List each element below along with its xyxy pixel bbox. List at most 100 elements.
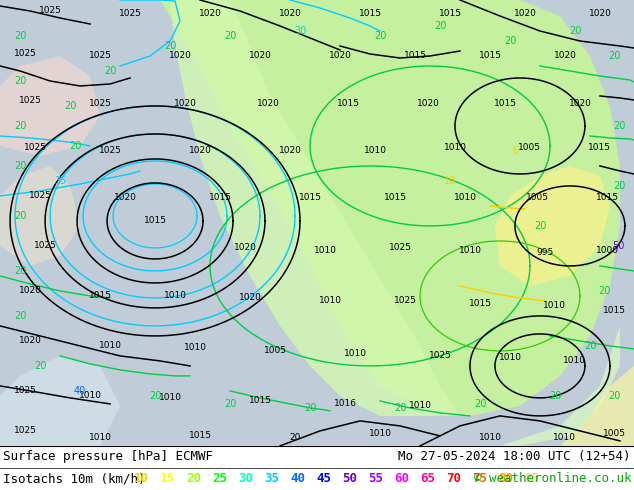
Text: 1015: 1015 (384, 194, 406, 202)
Text: Surface pressure [hPa] ECMWF: Surface pressure [hPa] ECMWF (3, 450, 213, 464)
Text: 1010: 1010 (443, 144, 467, 152)
Text: 20: 20 (64, 101, 76, 111)
Text: 10: 10 (444, 176, 456, 186)
Text: 1010: 1010 (158, 393, 181, 402)
Text: 20: 20 (14, 76, 26, 86)
Text: 20: 20 (609, 391, 621, 401)
Text: 20: 20 (104, 66, 116, 76)
Text: 1020: 1020 (553, 51, 576, 60)
Text: 20: 20 (534, 221, 546, 231)
Text: 1020: 1020 (238, 294, 261, 302)
Text: 1015: 1015 (358, 9, 382, 19)
Text: 1000: 1000 (597, 246, 619, 255)
Text: 1025: 1025 (29, 192, 51, 200)
Text: 15: 15 (160, 472, 175, 486)
Text: 20: 20 (504, 36, 516, 46)
Text: 20: 20 (474, 399, 486, 409)
Text: 1016: 1016 (333, 399, 356, 408)
Text: 1020: 1020 (249, 51, 271, 60)
Text: 1010: 1010 (89, 433, 112, 442)
Text: 20: 20 (14, 211, 26, 221)
Text: 20: 20 (609, 51, 621, 61)
Text: 1015: 1015 (588, 144, 611, 152)
Text: 20: 20 (149, 391, 161, 401)
Text: 1010: 1010 (368, 429, 391, 439)
Text: 50: 50 (612, 241, 624, 251)
Text: 1020: 1020 (18, 337, 41, 345)
Text: 1020: 1020 (569, 99, 592, 108)
Text: 1020: 1020 (233, 244, 257, 252)
Text: 60: 60 (394, 472, 409, 486)
Text: 1010: 1010 (479, 433, 501, 442)
Text: 1020: 1020 (278, 9, 301, 19)
Text: 40: 40 (290, 472, 305, 486)
Polygon shape (0, 166, 80, 266)
Text: 1015: 1015 (439, 9, 462, 19)
Text: 75: 75 (472, 472, 487, 486)
Text: 20: 20 (374, 31, 386, 41)
Text: 30: 30 (238, 472, 253, 486)
Polygon shape (160, 0, 620, 416)
Text: 1020: 1020 (328, 51, 351, 60)
Text: 1025: 1025 (34, 242, 56, 250)
Text: 1025: 1025 (99, 147, 122, 155)
Text: 1010: 1010 (543, 301, 566, 311)
Text: 1025: 1025 (89, 99, 112, 108)
Text: 70: 70 (446, 472, 461, 486)
Text: 55: 55 (368, 472, 383, 486)
Text: 25: 25 (212, 472, 227, 486)
Text: 995: 995 (536, 248, 553, 257)
Text: 1015: 1015 (337, 99, 359, 108)
Text: 1020: 1020 (113, 194, 136, 202)
Text: 1025: 1025 (39, 6, 61, 16)
Text: 45: 45 (316, 472, 331, 486)
Text: 20: 20 (14, 31, 26, 41)
Text: 20: 20 (304, 403, 316, 413)
Text: 1020: 1020 (588, 9, 611, 19)
Polygon shape (440, 326, 620, 446)
Text: 1010: 1010 (553, 433, 576, 442)
Text: 1005: 1005 (604, 429, 626, 439)
Text: 20: 20 (569, 26, 581, 36)
Text: 1015: 1015 (469, 299, 491, 308)
Text: 20: 20 (598, 286, 611, 296)
Text: 1010: 1010 (498, 353, 521, 363)
Text: 1005: 1005 (264, 346, 287, 355)
Text: 20: 20 (186, 472, 201, 486)
Text: Isotachs 10m (km/h): Isotachs 10m (km/h) (3, 472, 145, 486)
Text: 20: 20 (14, 266, 26, 276)
Text: 1010: 1010 (344, 349, 366, 358)
Text: 1015: 1015 (479, 51, 501, 60)
Text: 1025: 1025 (389, 244, 411, 252)
Polygon shape (170, 0, 460, 416)
Text: 20: 20 (434, 21, 446, 31)
Text: 1010: 1010 (79, 392, 101, 400)
Text: 1010: 1010 (164, 292, 186, 300)
Text: 1015: 1015 (249, 396, 271, 405)
Text: 20: 20 (14, 311, 26, 321)
Text: 6: 6 (512, 146, 518, 156)
Text: 20: 20 (34, 361, 46, 371)
Text: 20: 20 (549, 391, 561, 401)
Text: 1020: 1020 (188, 147, 212, 155)
Text: 1015: 1015 (143, 217, 167, 225)
Text: 40: 40 (74, 386, 86, 396)
Text: 1010: 1010 (98, 342, 122, 350)
Text: 1025: 1025 (394, 296, 417, 305)
Text: 80: 80 (498, 472, 513, 486)
Text: 1025: 1025 (13, 387, 37, 395)
Text: 1025: 1025 (429, 351, 451, 361)
Text: 35: 35 (264, 472, 279, 486)
Text: 1010: 1010 (183, 343, 207, 352)
Text: Mo 27-05-2024 18:00 UTC (12+54): Mo 27-05-2024 18:00 UTC (12+54) (399, 450, 631, 464)
Text: 1010: 1010 (313, 246, 337, 255)
Text: 35: 35 (54, 176, 66, 186)
Text: © weatheronline.co.uk: © weatheronline.co.uk (474, 472, 631, 486)
Text: 1010: 1010 (408, 401, 432, 411)
Text: 1025: 1025 (13, 426, 37, 436)
Text: 1020: 1020 (198, 9, 221, 19)
Text: 1015: 1015 (403, 51, 427, 60)
Text: 1025: 1025 (23, 144, 46, 152)
Text: 20: 20 (584, 341, 596, 351)
Text: 50: 50 (342, 472, 357, 486)
